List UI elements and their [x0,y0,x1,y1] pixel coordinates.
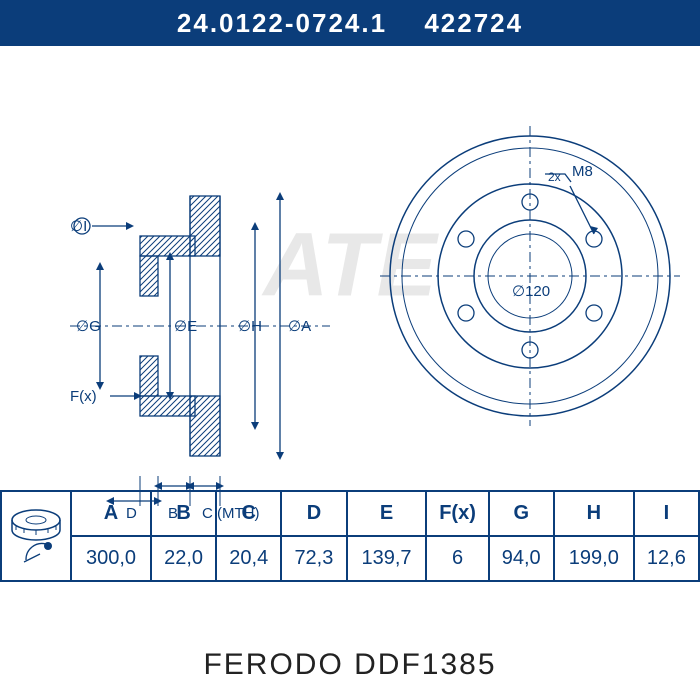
technical-drawing: ATE ∅A [0,46,700,486]
label-oi: ∅I [70,218,87,235]
col-fx: F(x) [426,491,488,536]
label-og: ∅G [76,318,101,335]
val-h: 199,0 [554,536,634,581]
val-a: 300,0 [71,536,151,581]
table-row: 300,0 22,0 20,4 72,3 139,7 6 94,0 199,0 … [1,536,699,581]
rotor-icon-cell [1,491,71,581]
product-code: DDF1385 [354,648,496,681]
val-b: 22,0 [151,536,216,581]
label-oe: ∅E [174,318,197,335]
label-fx: F(x) [70,388,97,405]
val-d: 72,3 [281,536,346,581]
part-num-2: 422724 [424,8,523,38]
val-e: 139,7 [347,536,427,581]
col-e: E [347,491,427,536]
col-g: G [489,491,554,536]
col-h: H [554,491,634,536]
val-i: 12,6 [634,536,699,581]
val-g: 94,0 [489,536,554,581]
disc-front-view: M8 2x ∅120 [380,126,680,426]
disc-side-view: ∅A ∅H ∅E ∅G ∅I F(x) [70,176,330,536]
label-d: D [126,505,137,522]
label-2x: 2x [548,170,561,184]
label-d120: ∅120 [512,283,550,300]
vented-rotor-icon [6,498,66,568]
label-oa: ∅A [288,318,311,335]
label-oh: ∅H [238,318,262,335]
label-b: B [168,505,178,522]
label-c: C (MTH) [202,505,259,522]
part-num-1: 24.0122-0724.1 [177,8,387,38]
product-footer: FERODO DDF1385 [0,648,700,682]
val-fx: 6 [426,536,488,581]
col-i: I [634,491,699,536]
val-c: 20,4 [216,536,281,581]
brand-name: FERODO [203,648,343,681]
label-m8: M8 [572,163,593,180]
part-header: 24.0122-0724.1 422724 [0,0,700,47]
